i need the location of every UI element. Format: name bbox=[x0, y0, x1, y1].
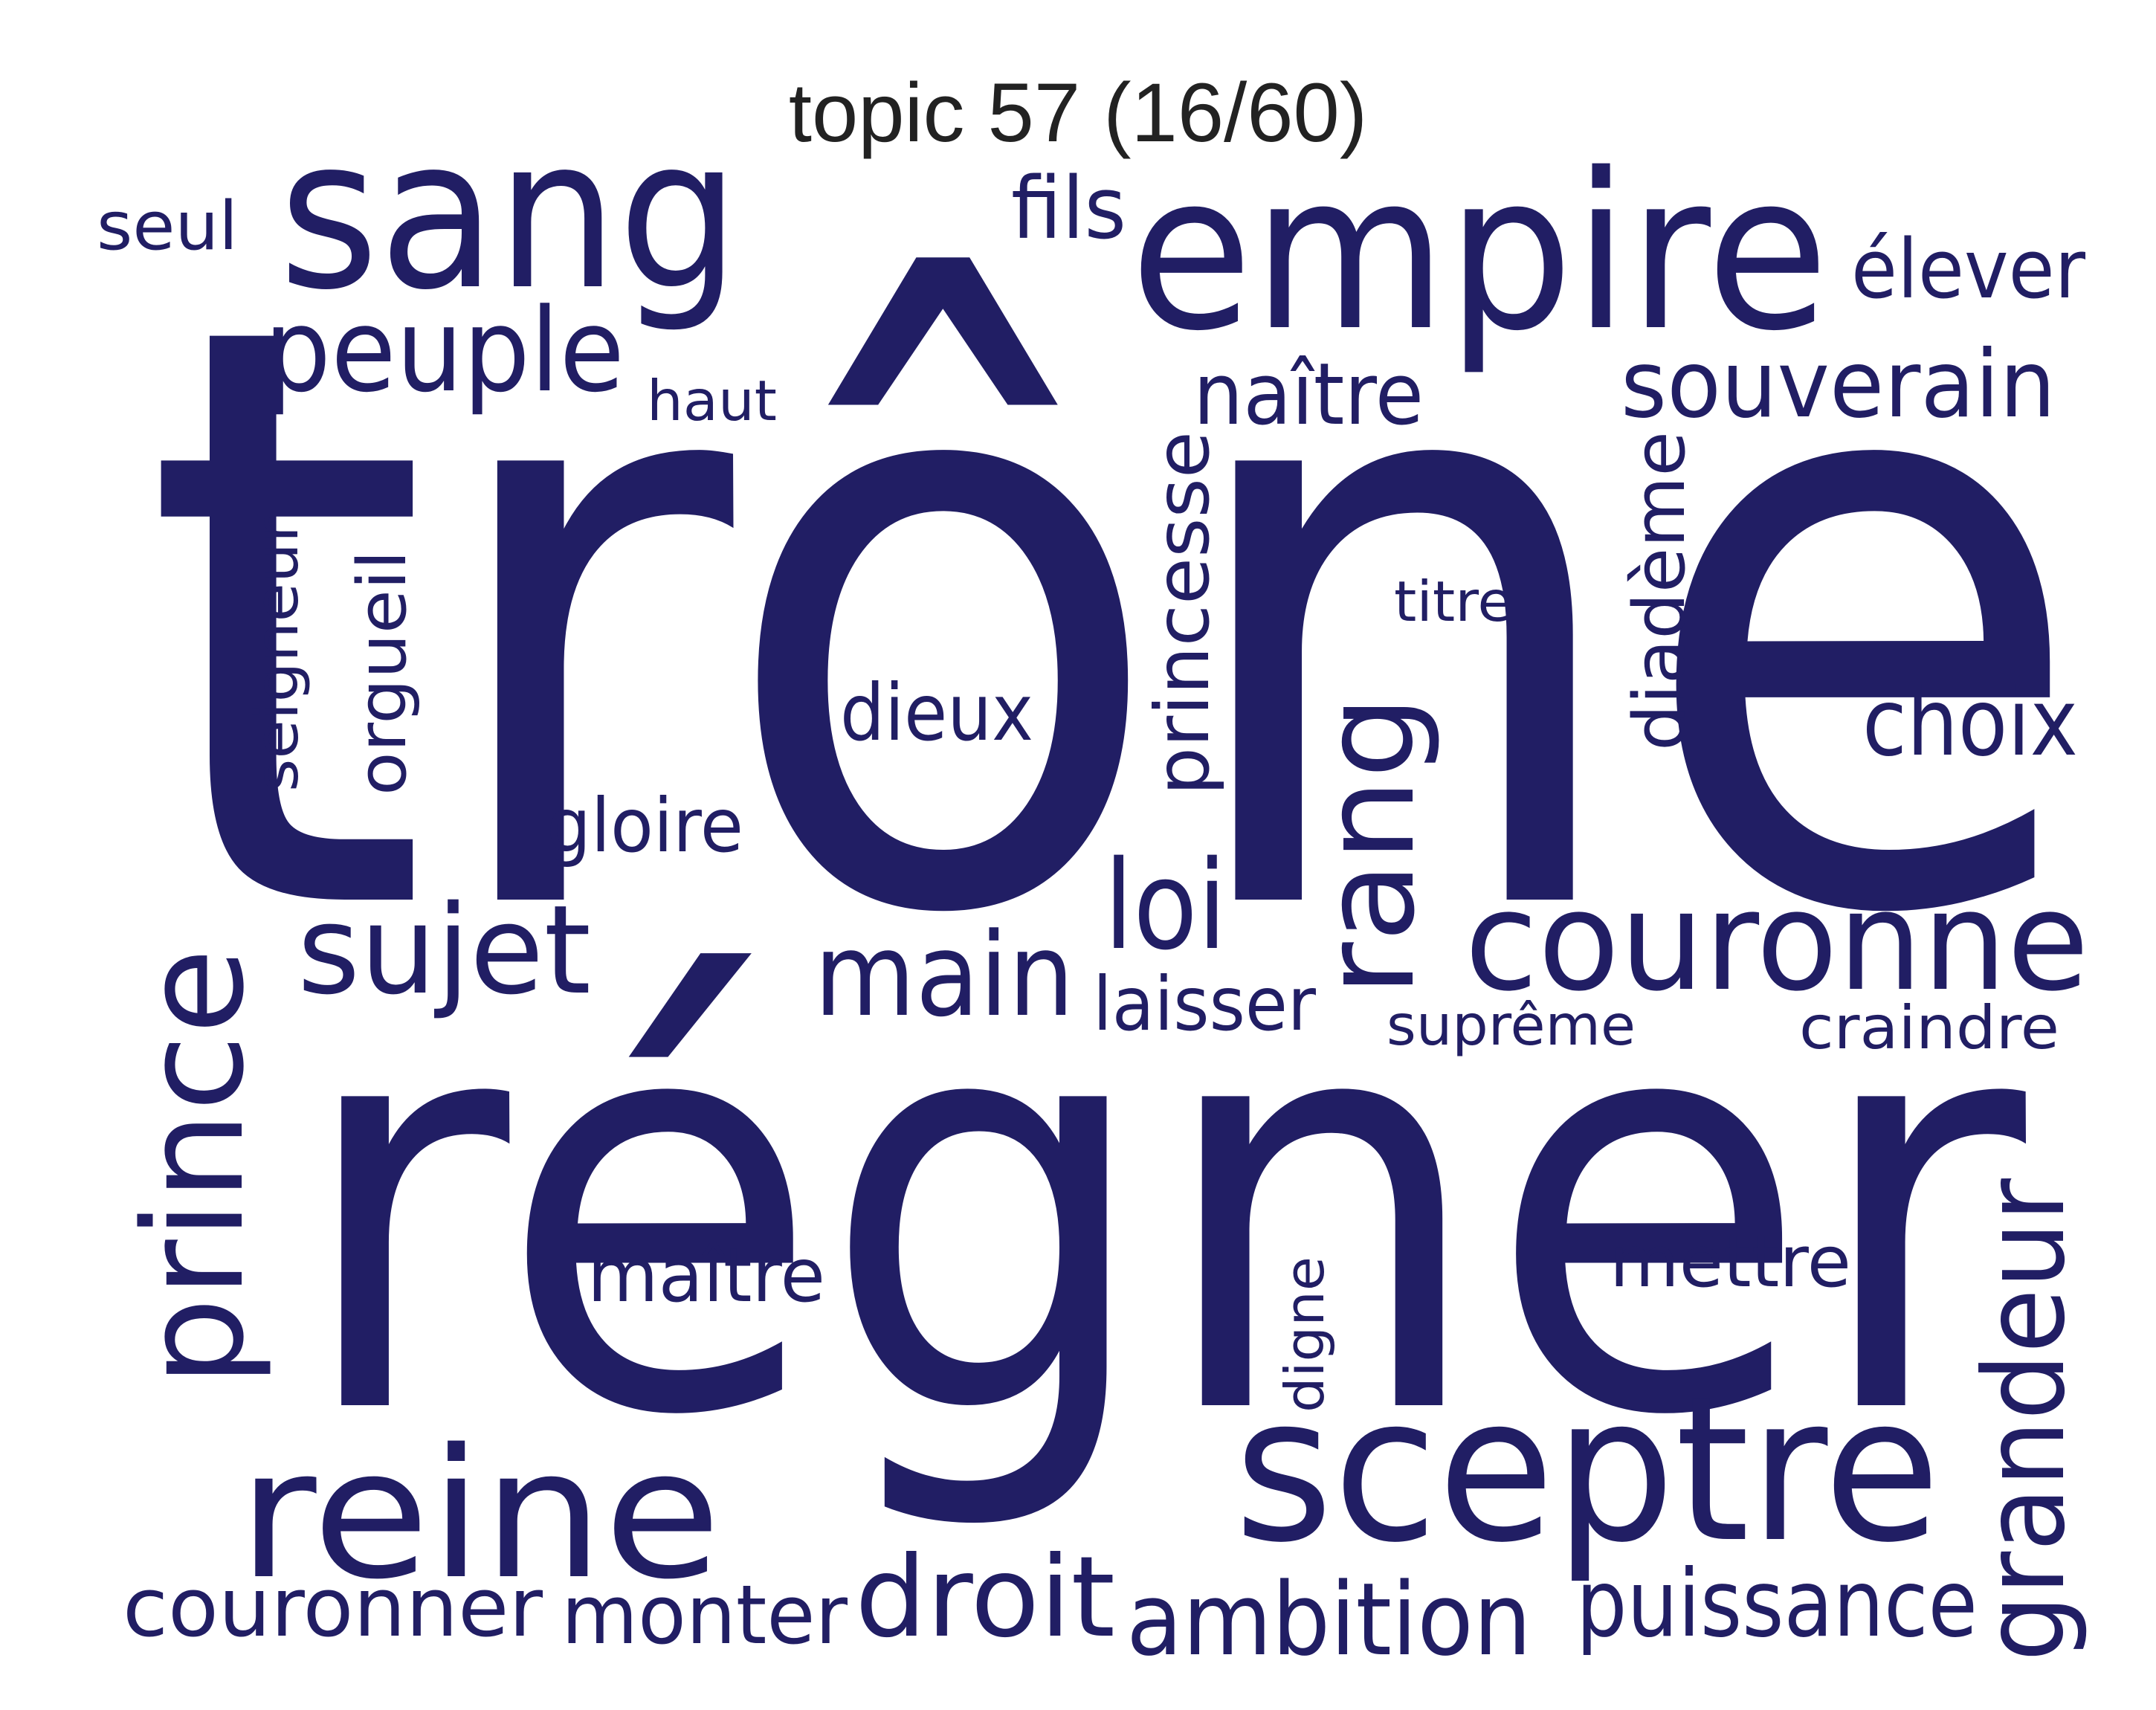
word-loi: loi bbox=[1104, 834, 1227, 977]
word-elever: élever bbox=[1851, 222, 2086, 317]
word-souverain: souverain bbox=[1621, 331, 2056, 439]
word-prince: prince bbox=[114, 948, 274, 1387]
word-mettre: mettre bbox=[1610, 1222, 1851, 1303]
word-peuple: peuple bbox=[264, 283, 624, 418]
word-maitre: maître bbox=[587, 1232, 825, 1319]
word-princesse: princesse bbox=[1139, 431, 1226, 796]
word-couronner: couronner bbox=[123, 1560, 543, 1655]
word-sujet: sujet bbox=[297, 879, 591, 1022]
word-dieux: dieux bbox=[840, 668, 1033, 758]
word-naitre: naître bbox=[1193, 345, 1424, 445]
word-seigneur: seigneur bbox=[242, 517, 312, 792]
word-main: main bbox=[814, 908, 1074, 1042]
word-digne: digne bbox=[1274, 1256, 1336, 1413]
word-fils: fils bbox=[1011, 159, 1126, 259]
word-rang: rang bbox=[1296, 695, 1443, 996]
word-gloire: gloire bbox=[546, 782, 743, 869]
word-titre: titre bbox=[1394, 569, 1513, 634]
word-puissance: puissance bbox=[1576, 1550, 1978, 1658]
word-craindre: craindre bbox=[1799, 993, 2059, 1062]
word-seul: seul bbox=[97, 187, 238, 265]
word-diademe: diadème bbox=[1619, 431, 1701, 751]
word-monter: monter bbox=[561, 1567, 848, 1662]
word-laisser: laisser bbox=[1093, 961, 1317, 1048]
word-supreme: suprême bbox=[1387, 993, 1636, 1058]
word-choix: choix bbox=[1862, 669, 2078, 777]
word-grandeur: grandeur bbox=[1960, 1178, 2090, 1662]
word-orgueil: orgueil bbox=[343, 550, 422, 796]
word-droit: droit bbox=[855, 1533, 1115, 1662]
word-ambition: ambition bbox=[1126, 1561, 1532, 1678]
word-haut: haut bbox=[647, 368, 777, 433]
